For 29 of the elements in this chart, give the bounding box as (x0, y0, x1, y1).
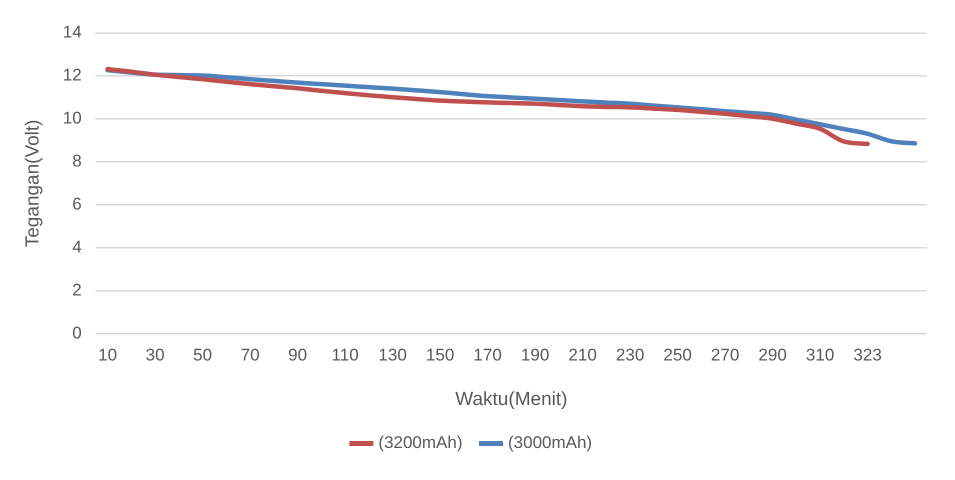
y-tick-label: 0 (72, 323, 82, 342)
x-tick-label: 90 (288, 346, 308, 365)
x-tick-label: 110 (332, 346, 359, 365)
y-tick-label: 10 (62, 108, 82, 128)
x-tick-label: 130 (378, 346, 407, 365)
x-tick-label: 270 (710, 346, 740, 365)
x-tick-label: 290 (758, 346, 787, 365)
y-tick-label: 4 (72, 238, 82, 257)
x-tick-label: 230 (616, 346, 644, 365)
x-axis-title: Waktu(Menit) (455, 388, 568, 410)
y-tick-label: 2 (72, 280, 82, 300)
x-tick-label: 150 (426, 346, 454, 365)
legend-label: (3200mAh) (378, 433, 463, 452)
x-tick-label: 10 (98, 346, 118, 365)
y-tick-label: 8 (72, 152, 82, 171)
x-tick-label: 170 (473, 346, 502, 365)
y-tick-label: 6 (72, 194, 82, 214)
x-tick-label: 323 (853, 346, 882, 365)
x-tick-label: 210 (568, 346, 597, 365)
y-tick-label: 14 (62, 22, 82, 42)
x-tick-label: 310 (806, 346, 834, 365)
legend-label: (3000mAh) (508, 433, 592, 452)
x-tick-label: 50 (193, 346, 212, 365)
y-tick-label: 12 (62, 66, 82, 85)
y-axis-title: Tegangan(Volt) (22, 119, 44, 248)
x-tick-label: 30 (146, 346, 165, 365)
x-tick-label: 70 (240, 346, 260, 365)
x-tick-label: 190 (520, 346, 550, 365)
x-tick-label: 250 (663, 346, 692, 365)
